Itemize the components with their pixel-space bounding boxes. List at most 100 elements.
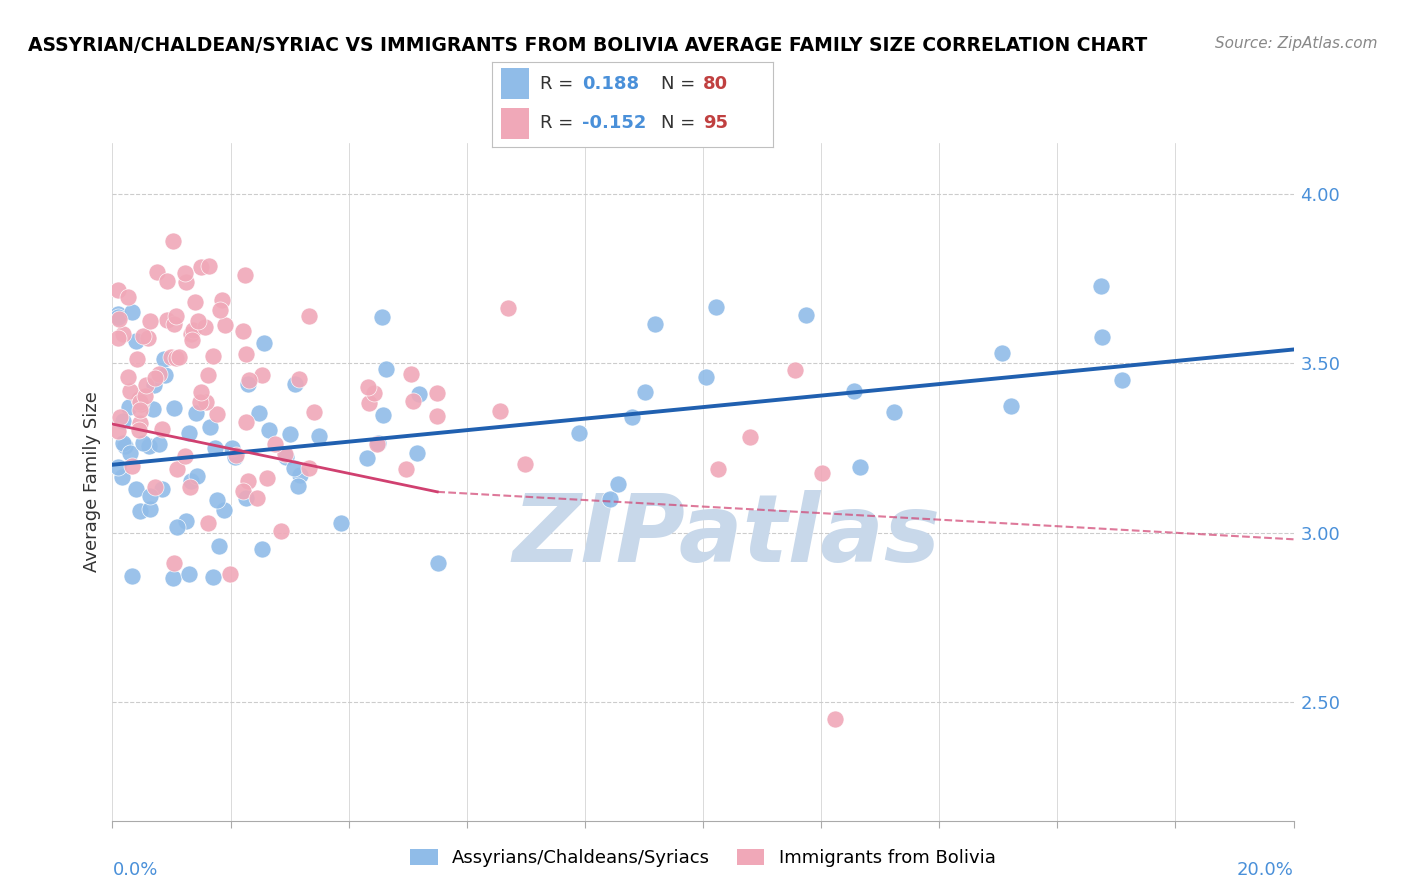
- Point: [408, 387, 430, 401]
- Point: [366, 436, 388, 450]
- Point: [842, 384, 865, 398]
- Point: [284, 377, 307, 392]
- Point: [156, 274, 179, 288]
- Point: [139, 502, 162, 516]
- Point: [180, 475, 202, 489]
- Point: [190, 385, 212, 400]
- Point: [174, 514, 197, 528]
- Text: N =: N =: [661, 114, 695, 132]
- Point: [274, 447, 297, 461]
- Bar: [501, 108, 529, 139]
- Point: [132, 329, 155, 343]
- Point: [515, 457, 537, 471]
- Point: [155, 368, 177, 383]
- Point: [148, 368, 170, 382]
- Text: 0.0%: 0.0%: [112, 862, 157, 880]
- Point: [128, 395, 150, 409]
- Point: [107, 307, 129, 321]
- Text: 20.0%: 20.0%: [1237, 862, 1294, 880]
- Point: [111, 414, 134, 428]
- Point: [811, 467, 834, 481]
- Point: [599, 492, 621, 507]
- Point: [107, 460, 129, 475]
- Point: [165, 309, 187, 323]
- Point: [620, 409, 643, 424]
- Point: [153, 351, 176, 366]
- Point: [238, 376, 260, 391]
- Point: [363, 386, 385, 401]
- Point: [132, 435, 155, 450]
- Point: [238, 373, 260, 387]
- Point: [283, 461, 305, 475]
- Point: [706, 301, 728, 315]
- Point: [163, 556, 186, 570]
- Point: [276, 450, 298, 464]
- Point: [110, 409, 132, 424]
- Point: [174, 275, 197, 289]
- Point: [247, 405, 270, 419]
- Point: [107, 331, 129, 345]
- Point: [356, 380, 378, 394]
- Point: [117, 370, 139, 384]
- Point: [165, 351, 187, 366]
- Point: [107, 283, 129, 297]
- Point: [235, 491, 257, 505]
- Point: [143, 480, 166, 494]
- Point: [180, 326, 202, 341]
- Point: [197, 516, 219, 530]
- Point: [304, 405, 326, 419]
- Point: [162, 235, 184, 249]
- Point: [163, 401, 186, 416]
- Text: N =: N =: [661, 75, 695, 93]
- Point: [111, 435, 134, 450]
- Point: [129, 397, 152, 411]
- Point: [259, 423, 281, 437]
- Point: [167, 350, 190, 364]
- Point: [129, 416, 152, 430]
- Point: [179, 480, 201, 494]
- Point: [330, 516, 353, 530]
- Point: [371, 409, 394, 423]
- Point: [135, 378, 157, 392]
- Point: [156, 313, 179, 327]
- Point: [607, 476, 630, 491]
- Point: [367, 435, 389, 450]
- Point: [395, 462, 418, 476]
- Point: [236, 474, 259, 488]
- Point: [1090, 279, 1112, 293]
- Point: [117, 289, 139, 303]
- Point: [246, 491, 269, 505]
- Point: [125, 482, 148, 496]
- Point: [166, 520, 188, 534]
- Text: 80: 80: [703, 75, 728, 93]
- Point: [107, 310, 129, 325]
- Point: [107, 312, 129, 326]
- Point: [783, 363, 806, 377]
- Point: [707, 462, 730, 476]
- Point: [849, 459, 872, 474]
- Point: [204, 441, 226, 455]
- Point: [205, 407, 228, 421]
- Point: [426, 409, 449, 423]
- Point: [253, 336, 276, 351]
- Point: [188, 395, 211, 409]
- Point: [129, 402, 152, 417]
- Text: 95: 95: [703, 114, 728, 132]
- Point: [232, 324, 254, 338]
- Point: [187, 313, 209, 327]
- Point: [232, 483, 254, 498]
- Point: [287, 478, 309, 492]
- Bar: [501, 69, 529, 99]
- Point: [177, 566, 200, 581]
- Text: 0.188: 0.188: [582, 75, 640, 93]
- Point: [139, 314, 162, 328]
- Point: [308, 429, 330, 443]
- Point: [371, 310, 394, 325]
- Point: [114, 439, 136, 453]
- Y-axis label: Average Family Size: Average Family Size: [83, 392, 101, 572]
- Point: [883, 405, 905, 419]
- Point: [991, 345, 1014, 359]
- Point: [184, 294, 207, 309]
- Point: [298, 461, 321, 475]
- Point: [121, 569, 143, 583]
